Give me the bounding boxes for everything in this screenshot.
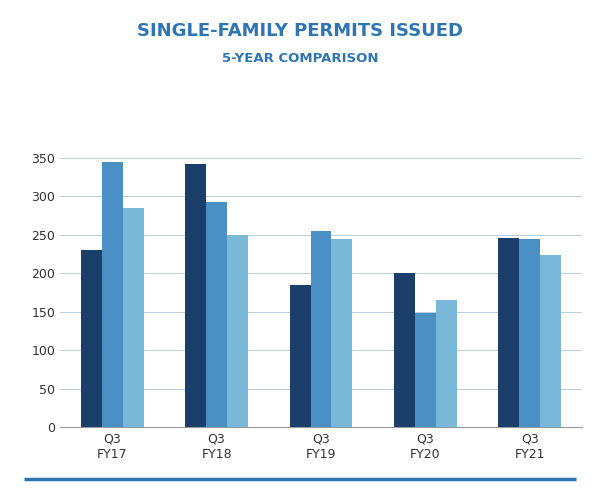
Bar [185,164,206,427]
Bar [540,255,561,427]
Bar [290,285,311,427]
Bar [520,239,540,427]
Bar [331,240,352,427]
Bar [415,313,436,427]
Bar [436,300,457,427]
Bar [206,202,227,427]
Bar [81,250,102,427]
Bar [102,162,122,427]
Bar [122,208,143,427]
Bar [227,235,248,427]
Bar [499,238,520,427]
Bar [394,273,415,427]
Bar [311,231,331,427]
Text: 5-YEAR COMPARISON: 5-YEAR COMPARISON [222,52,378,64]
Text: SINGLE-FAMILY PERMITS ISSUED: SINGLE-FAMILY PERMITS ISSUED [137,22,463,40]
